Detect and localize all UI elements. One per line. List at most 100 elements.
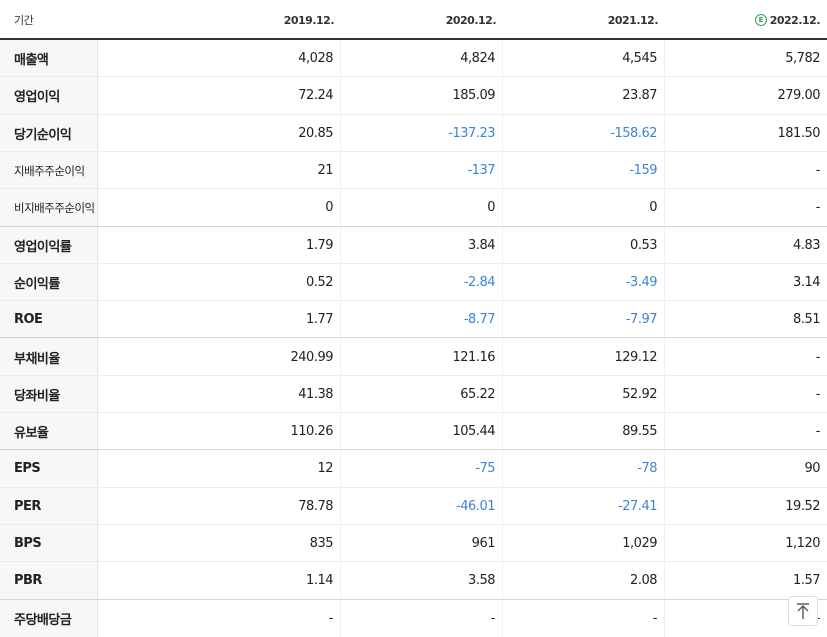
row-label: 유보율 [0,413,98,451]
value-cell: 0 [98,189,341,227]
value-cell: - [815,386,821,402]
value-cell: 279.00 [777,88,821,104]
row-label: PER [0,487,98,525]
value-cell: 181.50 [777,125,821,141]
row-border [0,374,827,376]
value-cell: 90 [804,461,820,477]
value-cell: - [815,424,821,440]
row-label: 주당배당금 [0,599,98,637]
row-border [0,598,827,600]
arrow-up-icon [797,603,809,619]
value-cell: - [341,599,503,637]
value-cell: -75 [341,450,503,488]
row-border [0,150,827,152]
header-period: 2019.12. [98,0,341,40]
estimate-badge: E [754,14,767,26]
row-label: ROE [0,301,98,339]
value-cell: 3.58 [341,562,503,600]
row-label: EPS [0,450,98,488]
value-cell: -137.23 [341,114,503,152]
row-border [0,225,827,227]
row-label: 당좌비율 [0,375,98,413]
value-cell: 65.22 [341,375,503,413]
value-cell: 1.79 [98,226,341,264]
period-text: 2022.12. [769,13,821,27]
value-cell: -8.77 [341,301,503,339]
row-label: 영업이익률 [0,226,98,264]
value-cell: 20.85 [98,114,341,152]
period-text: 2021.12. [607,13,659,27]
value-cell: 240.99 [98,338,341,376]
value-cell: 0.53 [503,226,665,264]
value-cell: 4,545 [503,40,665,78]
value-cell: 4,028 [98,40,341,78]
value-cell: 110.26 [98,413,341,451]
header-period: E 2022.12. [665,0,827,40]
value-cell: 0 [341,189,503,227]
value-cell: 1,120 [785,536,820,552]
value-cell: 72.24 [98,77,341,115]
period-text: 2019.12. [283,13,335,27]
value-cell: 41.38 [98,375,341,413]
header-period: 2021.12. [503,0,665,40]
value-cell: - [815,200,821,216]
value-cell: 23.87 [503,77,665,115]
row-label: 비지배주주순이익 [0,189,98,227]
value-cell: - [815,163,821,179]
row-border [0,486,827,488]
period-text: 2020.12. [445,13,497,27]
value-cell: 0 [503,189,665,227]
value-cell: 2.08 [503,562,665,600]
value-cell: 4,824 [341,40,503,78]
value-cell: - [665,600,827,637]
value-cell: 1.14 [98,562,341,600]
row-border [0,523,827,525]
value-cell: -7.97 [503,301,665,339]
value-cell: 89.55 [503,413,665,451]
value-cell: 835 [98,524,341,563]
value-cell: - [815,349,821,365]
value-cell: - [98,599,341,637]
header-border [0,38,827,40]
row-label: BPS [0,524,98,563]
value-cell: -158.62 [503,114,665,152]
value-cell: 1.77 [98,301,341,339]
value-cell: 0.52 [98,263,341,302]
row-border [0,300,827,302]
value-cell: -3.49 [503,263,665,302]
value-cell: - [503,599,665,637]
value-cell: 961 [341,524,503,563]
row-label: 지배주주순이익 [0,151,98,190]
row-label: 매출액 [0,40,98,78]
value-cell: -2.84 [341,263,503,302]
row-border [0,449,827,451]
value-cell: 3.14 [793,274,820,290]
value-cell: 185.09 [341,77,503,115]
value-cell: 78.78 [98,487,341,525]
value-cell: -137 [341,151,503,190]
scroll-top-button[interactable] [788,596,818,626]
row-label: 영업이익 [0,77,98,115]
value-cell: 1.57 [793,573,820,589]
row-border [0,188,827,190]
value-cell: 1,029 [503,524,665,563]
row-border [0,262,827,264]
value-cell: 12 [98,450,341,488]
value-cell: 8.51 [793,312,820,328]
row-border [0,113,827,115]
row-border [0,76,827,78]
value-cell: -159 [503,151,665,190]
value-cell: -46.01 [341,487,503,525]
row-label: 순이익률 [0,263,98,302]
row-border [0,561,827,563]
row-label: 부채비율 [0,338,98,376]
value-cell: 105.44 [341,413,503,451]
value-cell: 19.52 [785,498,820,514]
value-cell: 52.92 [503,375,665,413]
row-border [0,337,827,339]
header-label: 기간 [14,14,34,27]
row-label: 당기순이익 [0,114,98,152]
value-cell: -78 [503,450,665,488]
value-cell: 4.83 [793,237,820,253]
